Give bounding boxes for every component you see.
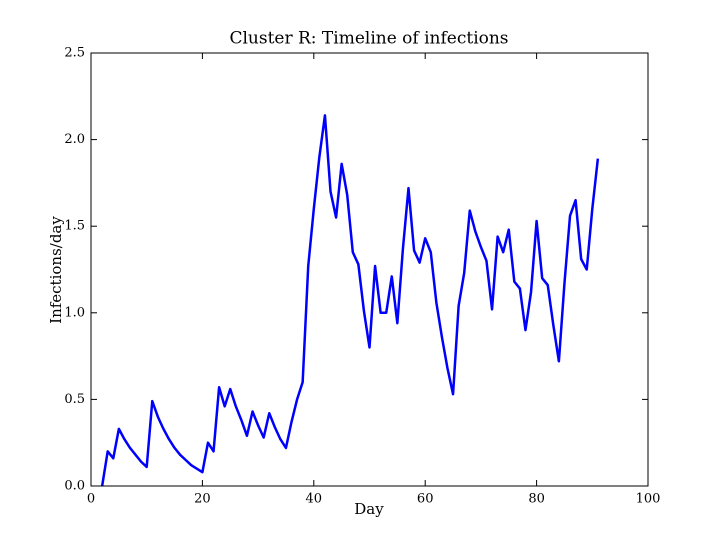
x-tick-label: 0 [87,492,95,507]
x-axis-label: Day [354,500,384,518]
y-axis-label: Infections/day [47,216,65,324]
y-tick-label: 2.5 [64,46,85,61]
x-tick-label: 100 [636,492,661,507]
y-tick-label: 2.0 [64,132,85,147]
y-tick-label: 0.0 [64,479,85,494]
data-line [100,114,600,487]
x-tick-label: 60 [417,492,434,507]
x-tick-label: 20 [194,492,211,507]
y-tick-label: 0.5 [64,392,85,407]
chart-title: Cluster R: Timeline of infections [229,29,508,49]
x-tick-label: 80 [528,492,545,507]
x-tick-label: 40 [306,492,323,507]
plot-frame [90,52,649,487]
y-tick-label: 1.0 [64,305,85,320]
y-tick-label: 1.5 [64,219,85,234]
